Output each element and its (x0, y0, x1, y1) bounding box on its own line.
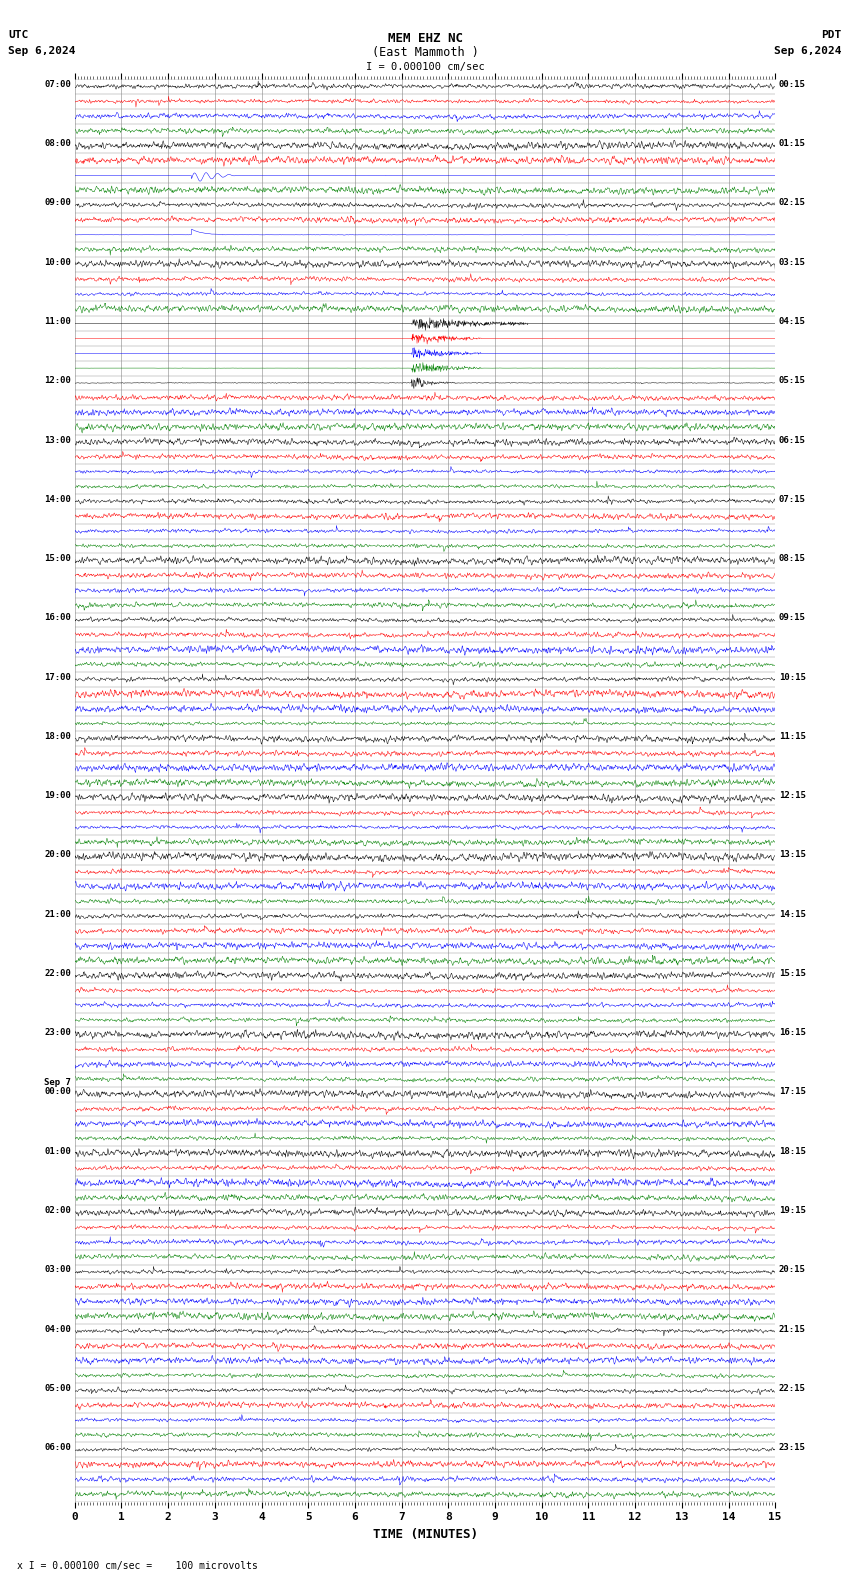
Text: 11:15: 11:15 (779, 732, 806, 741)
Text: 14:00: 14:00 (44, 494, 71, 504)
Text: 15:15: 15:15 (779, 969, 806, 977)
Text: 00:15: 00:15 (779, 79, 806, 89)
Text: 19:15: 19:15 (779, 1205, 806, 1215)
Text: 21:15: 21:15 (779, 1324, 806, 1334)
Text: 03:15: 03:15 (779, 258, 806, 266)
Text: Sep 7: Sep 7 (44, 1077, 71, 1087)
Text: 11:00: 11:00 (44, 317, 71, 326)
Text: 06:15: 06:15 (779, 436, 806, 445)
Text: 01:00: 01:00 (44, 1147, 71, 1156)
Text: 17:00: 17:00 (44, 673, 71, 681)
Text: PDT: PDT (821, 30, 842, 40)
Text: 04:00: 04:00 (44, 1324, 71, 1334)
Text: UTC: UTC (8, 30, 29, 40)
Text: 05:00: 05:00 (44, 1384, 71, 1392)
Text: 20:15: 20:15 (779, 1266, 806, 1274)
Text: 16:00: 16:00 (44, 613, 71, 623)
Text: 04:15: 04:15 (779, 317, 806, 326)
Text: 01:15: 01:15 (779, 139, 806, 149)
Text: Sep 6,2024: Sep 6,2024 (774, 46, 842, 55)
Text: Sep 6,2024: Sep 6,2024 (8, 46, 76, 55)
Text: 15:00: 15:00 (44, 554, 71, 562)
Text: 10:15: 10:15 (779, 673, 806, 681)
Text: 16:15: 16:15 (779, 1028, 806, 1038)
Text: 14:15: 14:15 (779, 909, 806, 919)
Text: 19:00: 19:00 (44, 790, 71, 800)
Text: 18:00: 18:00 (44, 732, 71, 741)
Text: 07:00: 07:00 (44, 79, 71, 89)
Text: 22:15: 22:15 (779, 1384, 806, 1392)
Text: 00:00: 00:00 (44, 1088, 71, 1096)
Text: (East Mammoth ): (East Mammoth ) (371, 46, 479, 59)
Text: 12:00: 12:00 (44, 377, 71, 385)
Text: 06:00: 06:00 (44, 1443, 71, 1453)
Text: 12:15: 12:15 (779, 790, 806, 800)
Text: 03:00: 03:00 (44, 1266, 71, 1274)
Text: 08:00: 08:00 (44, 139, 71, 149)
Text: 23:00: 23:00 (44, 1028, 71, 1038)
Text: 23:15: 23:15 (779, 1443, 806, 1453)
Text: x I = 0.000100 cm/sec =    100 microvolts: x I = 0.000100 cm/sec = 100 microvolts (17, 1562, 258, 1571)
Text: 13:15: 13:15 (779, 851, 806, 860)
Text: 21:00: 21:00 (44, 909, 71, 919)
Text: 22:00: 22:00 (44, 969, 71, 977)
Text: 13:00: 13:00 (44, 436, 71, 445)
X-axis label: TIME (MINUTES): TIME (MINUTES) (372, 1527, 478, 1541)
Text: 17:15: 17:15 (779, 1088, 806, 1096)
Text: MEM EHZ NC: MEM EHZ NC (388, 32, 462, 44)
Text: I = 0.000100 cm/sec: I = 0.000100 cm/sec (366, 62, 484, 71)
Text: 02:00: 02:00 (44, 1205, 71, 1215)
Text: 05:15: 05:15 (779, 377, 806, 385)
Text: 09:15: 09:15 (779, 613, 806, 623)
Text: 10:00: 10:00 (44, 258, 71, 266)
Text: 02:15: 02:15 (779, 198, 806, 208)
Text: 20:00: 20:00 (44, 851, 71, 860)
Text: 07:15: 07:15 (779, 494, 806, 504)
Text: 09:00: 09:00 (44, 198, 71, 208)
Text: 18:15: 18:15 (779, 1147, 806, 1156)
Text: 08:15: 08:15 (779, 554, 806, 562)
